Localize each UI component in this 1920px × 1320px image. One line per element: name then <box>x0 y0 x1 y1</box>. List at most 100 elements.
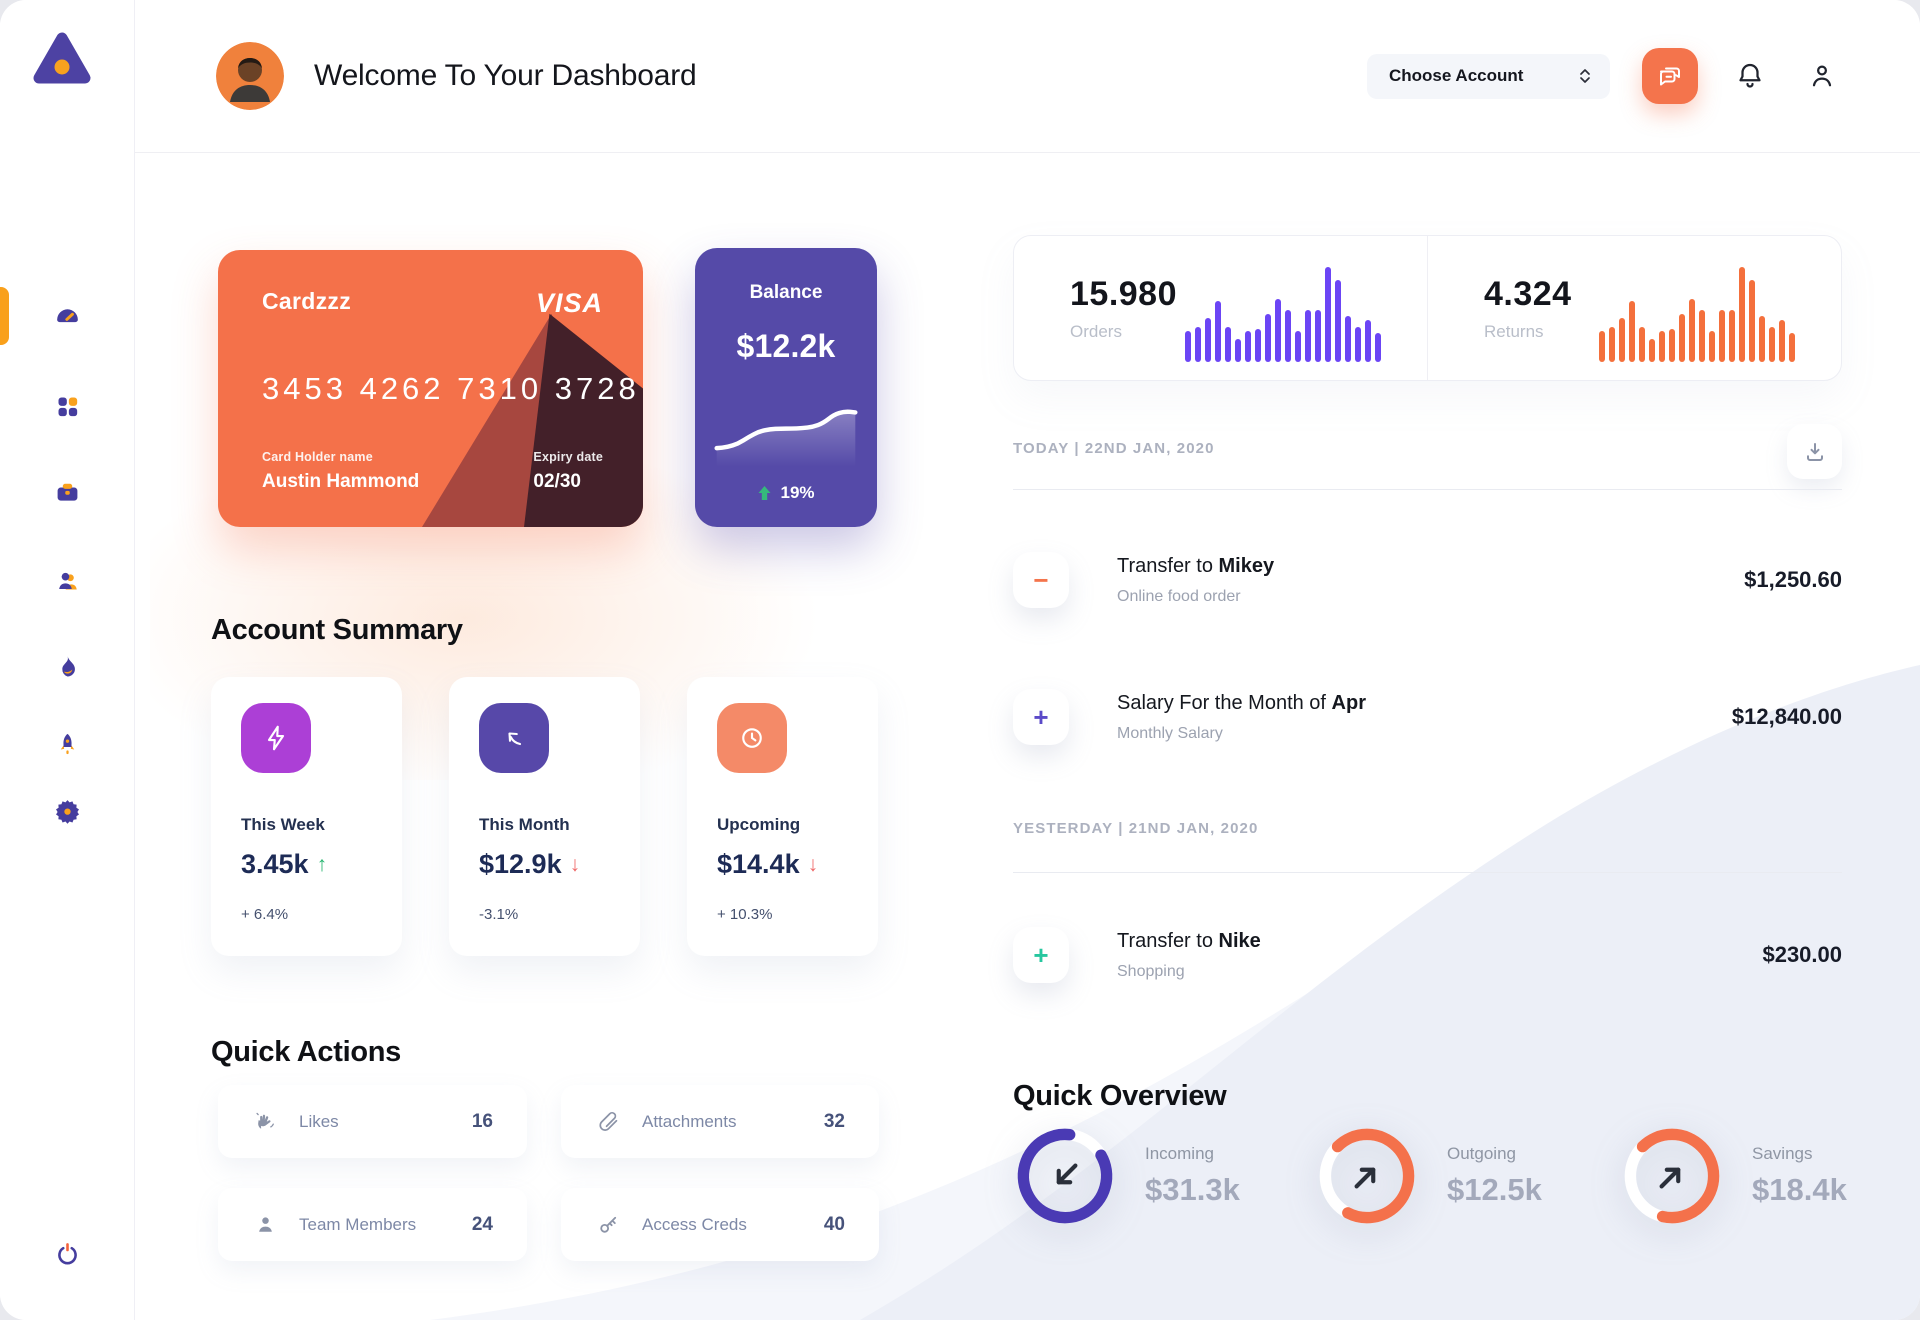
overview-value: $18.4k <box>1752 1172 1847 1207</box>
overview-incoming: Incoming $31.3k <box>1013 1124 1315 1228</box>
incoming-sign-icon: + <box>1013 927 1069 983</box>
grid-icon <box>58 397 78 416</box>
overview-value: $12.5k <box>1447 1172 1542 1207</box>
credit-card: Cardzzz VISA 3453 4262 7310 3728 Card Ho… <box>218 250 643 527</box>
transaction-subtitle: Monthly Salary <box>1117 724 1223 742</box>
arrow-up-right-icon <box>1659 1167 1681 1189</box>
trend-down-icon: ↓ <box>569 852 581 876</box>
gear-icon <box>56 799 79 824</box>
transaction-row-salary[interactable]: + Salary For the Month of Apr Monthly Sa… <box>1013 684 1842 750</box>
balance-value: $12.2k <box>736 328 836 364</box>
quick-action-count: 16 <box>471 1110 493 1132</box>
date-header: YESTERDAY | 21ND JAN, 2020 <box>1013 820 1259 837</box>
quick-action-label: Attachments <box>642 1111 737 1131</box>
orders-label: Orders <box>1070 321 1122 341</box>
summary-change: + 6.4% <box>241 906 289 923</box>
orders-bar-chart <box>1185 266 1381 362</box>
person-icon <box>259 1217 272 1232</box>
card-holder-label: Card Holder name <box>262 450 373 464</box>
bell-icon <box>1739 63 1761 88</box>
transaction-subtitle: Shopping <box>1117 962 1185 980</box>
sidebar <box>0 0 135 1320</box>
account-summary-title: Account Summary <box>211 614 463 647</box>
summary-change: + 10.3% <box>717 906 773 923</box>
summary-value: 3.45k ↑ <box>241 849 328 879</box>
orders-value: 15.980 <box>1070 274 1177 313</box>
quick-action-team-members[interactable]: Team Members 24 <box>218 1188 527 1261</box>
download-button[interactable] <box>1787 424 1842 479</box>
power-icon <box>58 1242 77 1264</box>
balance-card: Balance $12.2k 19% <box>695 248 877 527</box>
quick-action-count: 24 <box>471 1213 493 1235</box>
chat-button[interactable] <box>1642 48 1698 104</box>
user-avatar[interactable] <box>216 42 284 110</box>
account-selector-label: Choose Account <box>1389 66 1524 85</box>
expiry-date: 02/30 <box>533 471 581 492</box>
sidebar-item-apps[interactable] <box>0 378 135 434</box>
transactions-group-yesterday: YESTERDAY | 21ND JAN, 2020 <box>1013 820 1842 838</box>
summary-label: Upcoming <box>717 815 801 834</box>
transaction-row-nike[interactable]: + Transfer to Nike Shopping $230.00 <box>1013 922 1842 988</box>
transaction-amount: $230.00 <box>1762 942 1842 967</box>
summary-label: This Month <box>479 815 570 834</box>
quick-overview-title: Quick Overview <box>1013 1080 1227 1113</box>
quick-action-count: 32 <box>823 1110 845 1132</box>
key-icon <box>600 1216 617 1233</box>
card-number: 3453 4262 7310 3728 <box>262 371 640 406</box>
sidebar-item-trending[interactable] <box>0 638 135 694</box>
briefcase-icon <box>57 483 78 501</box>
trend-up-icon: ↑ <box>316 852 328 876</box>
expiry-label: Expiry date <box>533 450 603 464</box>
notifications-button[interactable] <box>1730 56 1770 96</box>
account-summary-cards: This Week 3.45k ↑ + 6.4% This Month $12.… <box>211 677 878 956</box>
incoming-donut-chart <box>1017 1128 1113 1224</box>
quick-action-count: 40 <box>823 1213 845 1235</box>
sidebar-item-settings[interactable] <box>0 782 135 838</box>
savings-donut-chart <box>1624 1128 1720 1224</box>
quick-action-label: Access Creds <box>642 1214 747 1234</box>
visa-logo: VISA <box>535 288 603 318</box>
transaction-row-mikey[interactable]: − Transfer to Mikey Online food order $1… <box>1013 547 1842 613</box>
header-actions: Choose Account <box>1367 48 1842 104</box>
overview-label: Savings <box>1752 1144 1813 1163</box>
sidebar-item-dashboard[interactable] <box>0 288 135 344</box>
paperclip-icon <box>599 1111 618 1131</box>
app-logo[interactable] <box>30 28 94 92</box>
quick-action-label: Team Members <box>299 1214 417 1234</box>
returns-stat: 4.324 Returns <box>1428 236 1841 380</box>
chat-icon <box>1659 67 1680 86</box>
sidebar-item-launch[interactable] <box>0 716 135 772</box>
users-icon <box>59 572 77 589</box>
bolt-icon <box>241 703 311 773</box>
transaction-title: Salary For the Month of Apr <box>1117 691 1366 714</box>
account-selector[interactable]: Choose Account <box>1367 53 1610 99</box>
balance-label: Balance <box>749 282 823 303</box>
sidebar-item-logout[interactable] <box>0 1226 135 1282</box>
clock-icon <box>717 703 787 773</box>
profile-button[interactable] <box>1802 56 1842 96</box>
sidebar-item-portfolio[interactable] <box>0 464 135 520</box>
card-name: Cardzzz <box>262 288 352 314</box>
overview-outgoing: Outgoing $12.5k <box>1315 1124 1620 1228</box>
orders-returns-panel: 15.980 Orders 4.324 Returns <box>1013 235 1842 381</box>
quick-action-likes[interactable]: Likes 16 <box>218 1085 527 1158</box>
trend-down-icon: ↓ <box>807 852 819 876</box>
sidebar-item-contacts[interactable] <box>0 552 135 608</box>
summary-card-upcoming: Upcoming $14.4k ↓ + 10.3% <box>687 677 878 956</box>
person-icon <box>1812 65 1832 87</box>
quick-action-access-creds[interactable]: Access Creds 40 <box>561 1188 879 1261</box>
quick-actions-title: Quick Actions <box>211 1036 402 1069</box>
overview-label: Outgoing <box>1447 1144 1516 1163</box>
arrow-up-right-icon <box>1354 1167 1376 1189</box>
summary-card-this-month: This Month $12.9k ↓ -3.1% <box>449 677 640 956</box>
card-holder-name: Austin Hammond <box>262 471 420 492</box>
quick-action-label: Likes <box>299 1111 339 1131</box>
overview-value: $31.3k <box>1145 1172 1240 1207</box>
divider <box>1013 489 1842 490</box>
transaction-amount: $12,840.00 <box>1731 704 1842 729</box>
quick-actions-grid: Likes 16 Attachments 32 Team Members 24 … <box>218 1085 879 1261</box>
overview-label: Incoming <box>1145 1144 1214 1163</box>
quick-action-attachments[interactable]: Attachments 32 <box>561 1085 879 1158</box>
chevron-up-down-icon <box>1580 69 1590 83</box>
